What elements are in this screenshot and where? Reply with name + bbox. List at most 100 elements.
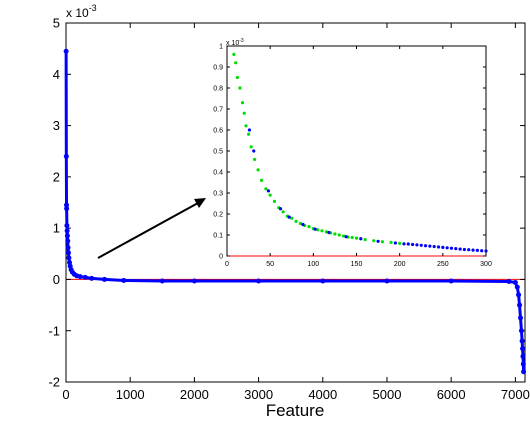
inset-y-tick-label: 0.7 <box>213 106 223 113</box>
inset-data-point <box>467 248 471 252</box>
main-y-tick-label: 3 <box>53 118 60 133</box>
main-y-tick-label: -1 <box>48 323 60 338</box>
inset-axes: 0 50 100 150 200 250 300 0 0.1 0.2 0.3 0.4 0.5 0.6 0.7… <box>213 38 492 268</box>
main-data-points <box>63 48 527 375</box>
main-x-tick-label: 4000 <box>308 387 337 402</box>
inset-x-tick-label: 150 <box>351 261 363 268</box>
main-x-tick-label: 7000 <box>501 387 530 402</box>
inset-data-point <box>252 149 256 153</box>
inset-data-point <box>393 241 397 245</box>
inset-data-point <box>316 228 320 232</box>
main-y-tick-label: 0 <box>53 272 60 287</box>
inset-data-point <box>445 246 449 250</box>
inset-data-point <box>389 240 393 244</box>
zoom-arrow-head <box>194 198 206 208</box>
inset-data-point <box>298 221 302 226</box>
inset-tick-layer: 0 50 100 150 200 250 300 0 0.1 0.2 0.3 0.4 0.5 0.6 0.7… <box>213 43 492 268</box>
inset-y-tick-label: 0.9 <box>213 64 223 71</box>
inset-x-tick-label: 0 <box>225 261 229 268</box>
inset-data-point <box>268 193 272 197</box>
inset-data-point <box>264 187 268 191</box>
main-y-tick-label: 2 <box>53 169 60 184</box>
inset-data-point <box>287 215 291 219</box>
inset-data-point <box>333 232 337 236</box>
inset-y-tick-label: 0.6 <box>213 127 223 134</box>
inset-data-point <box>484 249 488 253</box>
main-x-tick-label: 5000 <box>373 387 402 402</box>
inset-data-point <box>324 230 328 234</box>
inset-data-point <box>462 247 467 252</box>
main-series-line <box>64 51 526 372</box>
inset-y-tick-label: 0 <box>219 253 223 260</box>
inset-data-point <box>344 235 348 239</box>
inset-data-point <box>313 227 317 231</box>
main-y-tick-label: 1 <box>53 221 60 236</box>
main-y-tick-label: 4 <box>53 67 60 82</box>
inset-y-tick-label: 0.2 <box>213 211 223 218</box>
zoom-arrow-shaft <box>97 202 199 259</box>
inset-data-point <box>266 189 271 193</box>
inset-data-point <box>246 132 251 136</box>
inset-data-point <box>281 210 285 214</box>
inset-data-point <box>475 248 479 252</box>
inset-x-tick-label: 250 <box>437 261 449 268</box>
inset-data-point <box>423 244 428 248</box>
inset-data-point <box>301 222 305 227</box>
inset-data-point <box>327 230 331 235</box>
main-x-tick-label: 2000 <box>180 387 209 402</box>
inset-x-tick-label: 200 <box>394 261 406 268</box>
inset-data-point <box>458 247 462 251</box>
inset-data-point <box>244 124 248 128</box>
inset-data-point <box>354 236 359 240</box>
inset-data-points <box>232 52 488 253</box>
inset-x-tick-label: 300 <box>480 261 492 268</box>
inset-data-point <box>419 243 423 247</box>
inset-x-tick-label: 50 <box>266 261 274 268</box>
inset-data-point <box>398 241 402 245</box>
inset-data-point <box>253 157 257 161</box>
inset-data-point <box>449 246 454 250</box>
inset-x-tick-label: 100 <box>307 261 319 268</box>
inset-y-tick-label: 0.1 <box>213 232 223 239</box>
inset-data-point <box>380 240 384 244</box>
main-x-tick-label: 1000 <box>116 387 145 402</box>
inset-data-point <box>480 249 484 253</box>
main-y-tick-label: 5 <box>53 16 60 31</box>
main-x-tick-label: 3000 <box>244 387 273 402</box>
inset-data-point <box>341 234 346 238</box>
inset-data-point <box>256 168 260 172</box>
inset-data-point <box>454 247 458 251</box>
main-x-axis-label: Feature <box>266 401 325 420</box>
inset-data-point <box>359 237 363 241</box>
inset-data-point <box>272 199 277 203</box>
inset-data-point <box>247 128 252 132</box>
inset-data-point <box>337 233 341 237</box>
inset-data-point <box>307 225 311 229</box>
inset-data-point <box>406 242 410 246</box>
inset-data-point <box>441 245 445 249</box>
inset-y-tick-label: 0.5 <box>213 148 223 155</box>
inset-exponent-label: x 10-3 <box>226 38 244 47</box>
zoom-arrow <box>97 198 206 259</box>
inset-data-point <box>432 244 436 249</box>
inset-y-tick-label: 0.4 <box>213 169 223 176</box>
inset-data-point <box>428 244 432 248</box>
inset-data-point <box>471 248 475 252</box>
inset-data-point <box>238 86 242 90</box>
inset-data-point <box>376 239 380 243</box>
inset-data-point <box>242 111 246 115</box>
inset-data-point <box>350 235 354 240</box>
main-y-tick-label: -2 <box>48 375 60 390</box>
inset-y-tick-label: 0.8 <box>213 85 223 92</box>
inset-data-point <box>240 101 245 105</box>
main-x-tick-label: 6000 <box>437 387 466 402</box>
inset-data-point <box>294 219 298 223</box>
inset-data-point <box>235 75 239 80</box>
inset-data-point <box>232 52 236 57</box>
inset-data-point <box>320 229 324 233</box>
inset-y-tick-label: 0.3 <box>213 190 223 197</box>
inset-data-point <box>372 239 376 243</box>
main-x-tick-label: 0 <box>62 387 69 402</box>
